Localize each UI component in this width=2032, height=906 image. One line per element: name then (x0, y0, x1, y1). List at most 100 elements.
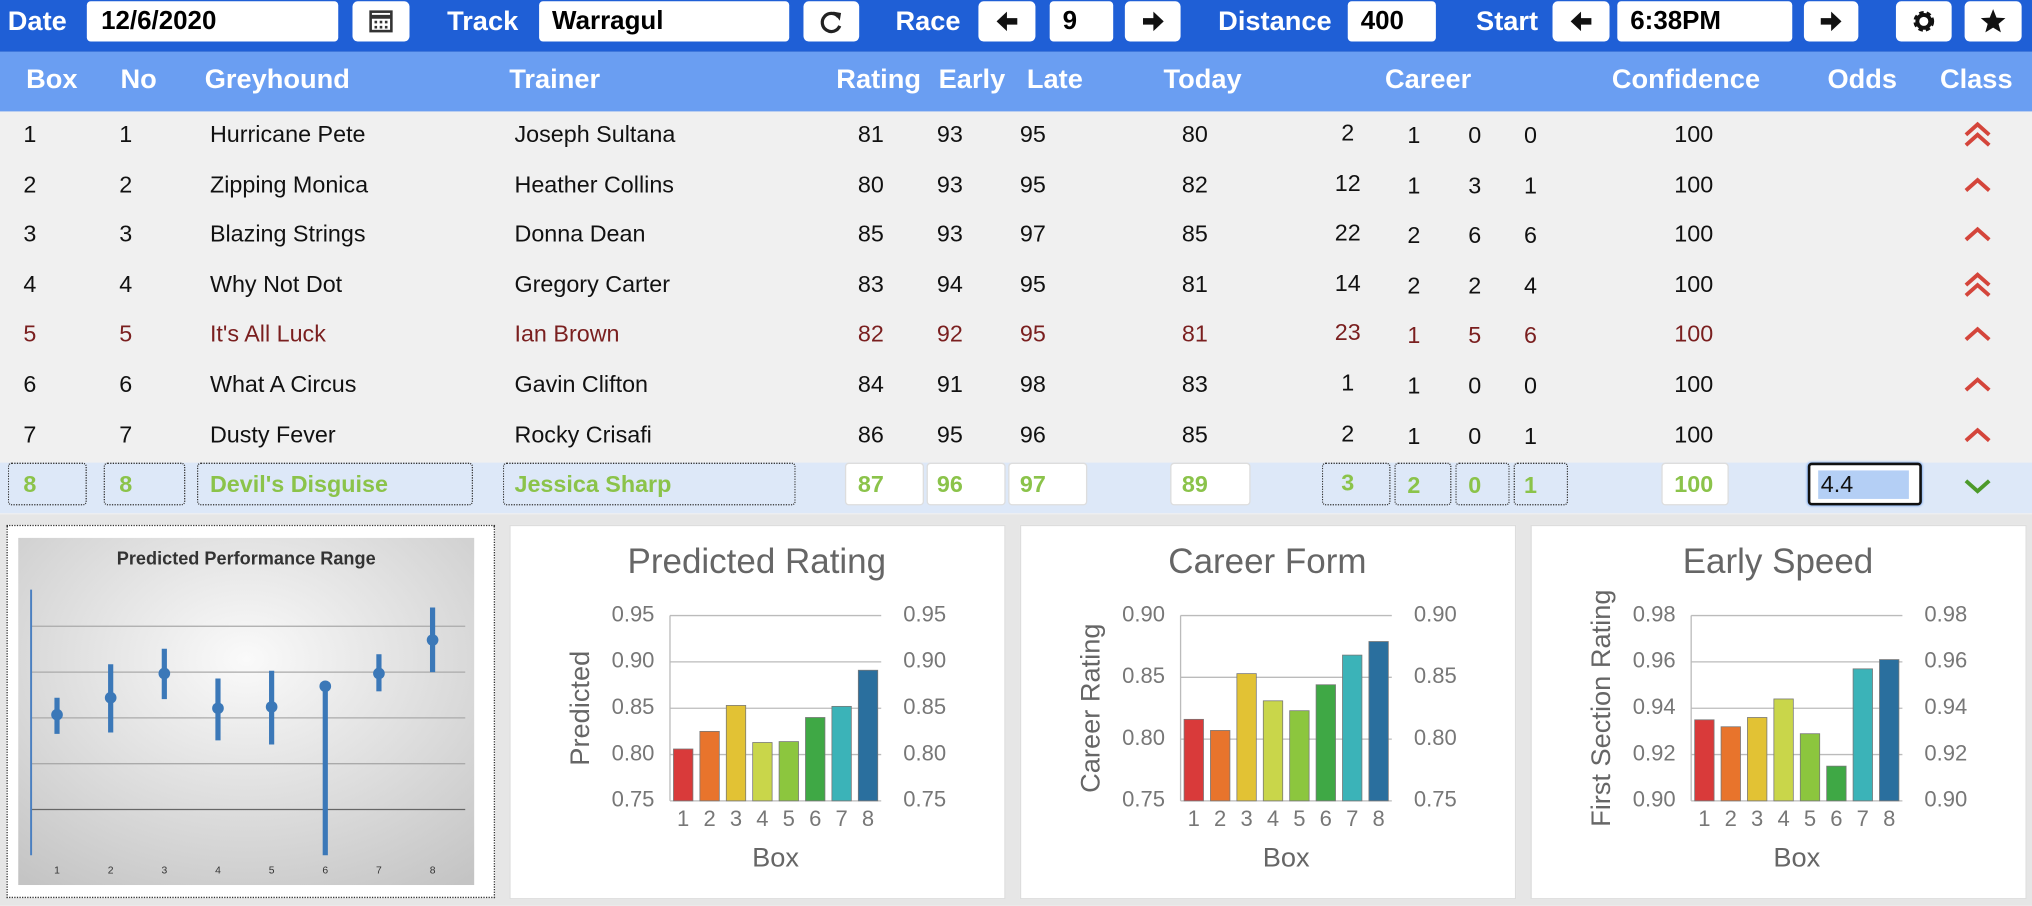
point (51, 708, 63, 721)
cell-no: 6 (119, 371, 133, 398)
cell-trainer: Heather Collins (514, 171, 674, 198)
race-input[interactable] (1049, 1, 1114, 42)
refresh-button[interactable] (803, 1, 860, 42)
bar (805, 717, 826, 802)
cell-box: 3 (23, 221, 37, 248)
x-tick-label: 1 (54, 866, 60, 877)
cell-confidence: 100 (1674, 471, 1714, 498)
cell-rating: 86 (857, 421, 884, 448)
cell-confidence: 100 (1674, 121, 1714, 148)
class-icon (1959, 467, 1995, 503)
bar (778, 741, 799, 802)
bar (1852, 668, 1873, 802)
cell-rating: 80 (857, 171, 884, 198)
cell-career: 2 (1407, 272, 1421, 299)
column-header: Trainer (509, 64, 601, 95)
cell-today: 81 (1181, 271, 1208, 298)
bar (1879, 659, 1900, 802)
x-tick-label: 4 (215, 866, 221, 877)
y2-tick-label: 0.90 (903, 648, 946, 673)
cell-no: 4 (119, 271, 133, 298)
chart-title: Early Speed (1683, 542, 1874, 581)
y-tick-label: 0.75 (1122, 787, 1165, 812)
cell-greyhound: Hurricane Pete (209, 121, 366, 148)
cell-career: 1 (1407, 322, 1421, 349)
race-next-button[interactable] (1124, 1, 1181, 42)
cell-career: 2 (1341, 419, 1355, 446)
cell-late: 97 (1019, 221, 1046, 248)
cell-trainer: Ian Brown (514, 321, 620, 348)
date-input[interactable] (86, 1, 339, 42)
y-tick-label: 0.94 (1633, 694, 1676, 719)
y-axis-label: Predicted (564, 651, 595, 766)
point (265, 701, 278, 713)
x-tick-label: 8 (430, 866, 436, 877)
cell-box (103, 462, 186, 506)
settings-button[interactable] (1895, 1, 1952, 42)
class-icon (1959, 267, 1995, 303)
cell-today: 80 (1181, 121, 1208, 148)
chart: Career Form 0.75 0.75 0.80 0.80 0.85 0.85 0.90 0… (1075, 542, 1457, 872)
start-prev-button[interactable] (1552, 1, 1610, 42)
x-tick-label: 8 (862, 806, 874, 831)
x-tick-label: 6 (322, 866, 328, 877)
cell-late: 98 (1019, 371, 1046, 398)
column-header: Box (26, 64, 78, 95)
table-header (0, 51, 2032, 112)
cell-greyhound: Devil's Disguise (209, 471, 388, 498)
column-header: Greyhound (204, 64, 350, 95)
start-next-button[interactable] (1803, 1, 1859, 42)
x-tick-label: 8 (1883, 806, 1895, 831)
cell-career: 1 (1407, 172, 1421, 199)
toolbar-label: Track (447, 6, 519, 37)
start-input[interactable] (1617, 1, 1793, 42)
toolbar-label: Distance (1218, 6, 1332, 37)
cell-rating: 83 (857, 271, 884, 298)
cell-career: 12 (1334, 169, 1361, 196)
bar (1747, 717, 1768, 802)
x-tick-label: 6 (1320, 806, 1332, 831)
x-tick-label: 6 (809, 806, 821, 831)
x-tick-label: 1 (1188, 806, 1200, 831)
cell-early: 92 (936, 321, 963, 348)
cell-today: 82 (1181, 171, 1208, 198)
column-header: Early (938, 64, 1006, 95)
point (104, 691, 117, 704)
favorite-button[interactable] (1964, 1, 2022, 42)
x-axis-label: Box (1773, 841, 1820, 872)
track-input[interactable] (539, 1, 790, 42)
chart: Predicted Performance Range 1 2 3 4 5 6 7 8 (18, 537, 475, 886)
race-prev-button[interactable] (978, 1, 1036, 42)
x-tick-label: 8 (1372, 806, 1384, 831)
calendar-button[interactable] (352, 1, 410, 42)
cell-late: 97 (1019, 471, 1046, 498)
cell-career: 1 (1341, 369, 1355, 396)
y-tick-label: 0.90 (1633, 787, 1676, 812)
x-tick-label: 2 (108, 866, 114, 877)
y-axis-label: First Section Rating (1585, 590, 1616, 827)
y-tick-label: 0.96 (1633, 648, 1676, 673)
cell-career: 23 (1334, 319, 1361, 346)
y2-tick-label: 0.90 (1924, 787, 1967, 812)
cell-confidence: 100 (1674, 421, 1714, 448)
cell-career: 1 (1407, 422, 1421, 449)
bar (725, 705, 747, 802)
cell-greyhound: Dusty Fever (209, 421, 336, 448)
y2-tick-label: 0.90 (1414, 601, 1457, 626)
cell-box: 7 (23, 421, 37, 448)
bar (1368, 641, 1389, 802)
point (212, 702, 224, 715)
cell-box (844, 462, 924, 506)
y2-tick-label: 0.92 (1924, 740, 1967, 765)
cell-late: 96 (1019, 421, 1046, 448)
cell-no: 5 (119, 321, 133, 348)
distance-input[interactable] (1347, 1, 1436, 42)
cell-confidence: 100 (1674, 271, 1714, 298)
x-tick-label: 5 (269, 866, 275, 877)
y2-tick-label: 0.80 (1414, 725, 1457, 750)
cell-box (926, 462, 1006, 506)
y-tick-label: 0.90 (1122, 601, 1165, 626)
cell-career: 2 (1407, 222, 1421, 249)
cell-early: 94 (936, 271, 963, 298)
